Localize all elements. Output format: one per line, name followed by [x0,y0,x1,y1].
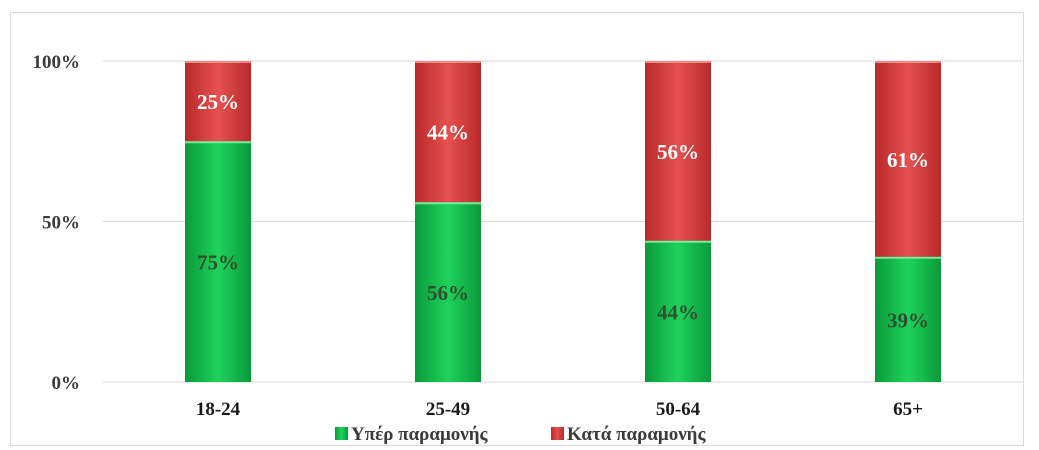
data-label: 61% [887,148,929,172]
data-label: 44% [657,300,699,324]
bars [185,61,941,382]
bar-segment-yper [415,202,481,382]
data-label: 75% [197,251,239,275]
data-label: 25% [197,90,239,114]
y-tick-label: 100% [33,52,81,73]
y-tick-label: 0% [52,373,81,394]
bar-segment-kata [645,61,711,241]
data-label: 39% [887,308,929,332]
bar-segment-yper [875,256,941,382]
x-tick-label: 18-24 [196,399,241,420]
chart-frame [10,12,1024,446]
bar-segment-kata [875,61,941,257]
bar-segment-kata [415,61,481,203]
y-axis: 0% 50% 100% [33,52,81,394]
x-tick-label: 65+ [893,399,923,420]
y-tick-label: 50% [42,213,80,234]
legend-swatch-yper [335,427,348,440]
legend-label: Κατά παραμονής [567,424,706,445]
bar-segment-yper [645,240,711,382]
data-label: 56% [427,281,469,305]
legend-label: Υπέρ παραμονής [351,424,489,445]
bar-segment-yper [185,141,251,382]
data-label: 44% [427,121,469,145]
data-labels: 75% 25% 56% 44% 44% 56% 39% 61% [197,90,929,332]
x-tick-label: 25-49 [426,399,470,420]
gridlines [103,60,1023,383]
data-label: 56% [657,140,699,164]
legend: Υπέρ παραμονής Κατά παραμονής [335,424,706,445]
bar-segment-kata [185,61,251,142]
legend-swatch-kata [551,427,564,440]
x-axis: 18-24 25-49 50-64 65+ [196,399,923,420]
x-tick-label: 50-64 [656,399,701,420]
